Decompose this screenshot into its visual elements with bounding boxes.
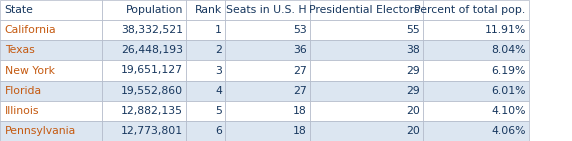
Bar [186, 0, 225, 20]
Bar [423, 0, 529, 20]
Text: 19,552,860: 19,552,860 [121, 86, 183, 96]
Bar [310, 60, 423, 81]
Bar [0, 0, 102, 20]
Text: 1: 1 [215, 25, 222, 35]
Text: 19,651,127: 19,651,127 [121, 66, 183, 75]
Text: 4.10%: 4.10% [491, 106, 526, 116]
Bar [225, 121, 310, 141]
Bar [423, 121, 529, 141]
Text: State: State [5, 5, 33, 15]
Bar [0, 101, 102, 121]
Text: 6: 6 [215, 126, 222, 136]
Text: Percent of total pop.: Percent of total pop. [415, 5, 526, 15]
Text: 55: 55 [406, 25, 420, 35]
Text: 11.91%: 11.91% [484, 25, 526, 35]
Bar [225, 60, 310, 81]
Bar [225, 81, 310, 101]
Bar [225, 20, 310, 40]
Text: 20: 20 [406, 106, 420, 116]
Bar [0, 81, 102, 101]
Bar [423, 101, 529, 121]
Bar [0, 20, 102, 40]
Bar [0, 40, 102, 60]
Bar [186, 60, 225, 81]
Text: 4.06%: 4.06% [491, 126, 526, 136]
Bar [310, 101, 423, 121]
Text: 27: 27 [293, 66, 307, 75]
Bar [186, 101, 225, 121]
Bar [225, 40, 310, 60]
Bar [102, 60, 186, 81]
Bar [0, 60, 102, 81]
Bar [310, 81, 423, 101]
Bar [186, 81, 225, 101]
Bar [423, 81, 529, 101]
Text: 29: 29 [406, 66, 420, 75]
Text: California: California [5, 25, 56, 35]
Bar [310, 20, 423, 40]
Bar [102, 0, 186, 20]
Text: 18: 18 [293, 106, 307, 116]
Text: 6.19%: 6.19% [491, 66, 526, 75]
Text: 20: 20 [406, 126, 420, 136]
Text: New York: New York [5, 66, 54, 75]
Text: 2: 2 [215, 45, 222, 55]
Bar [102, 81, 186, 101]
Text: 12,882,135: 12,882,135 [121, 106, 183, 116]
Bar [102, 101, 186, 121]
Bar [423, 20, 529, 40]
Text: 8.04%: 8.04% [491, 45, 526, 55]
Text: Rank: Rank [194, 5, 222, 15]
Text: 3: 3 [215, 66, 222, 75]
Text: Texas: Texas [5, 45, 34, 55]
Text: 12,773,801: 12,773,801 [121, 126, 183, 136]
Text: 18: 18 [293, 126, 307, 136]
Bar [102, 20, 186, 40]
Bar [186, 40, 225, 60]
Bar [102, 121, 186, 141]
Text: Presidential Electors: Presidential Electors [309, 5, 420, 15]
Text: 6.01%: 6.01% [491, 86, 526, 96]
Text: 26,448,193: 26,448,193 [121, 45, 183, 55]
Text: 5: 5 [215, 106, 222, 116]
Bar [423, 40, 529, 60]
Text: Seats in U.S. H: Seats in U.S. H [226, 5, 307, 15]
Bar [310, 40, 423, 60]
Bar [310, 121, 423, 141]
Text: Pennsylvania: Pennsylvania [5, 126, 76, 136]
Bar [423, 60, 529, 81]
Bar [102, 40, 186, 60]
Text: Illinois: Illinois [5, 106, 39, 116]
Bar [225, 101, 310, 121]
Text: 36: 36 [293, 45, 307, 55]
Text: 4: 4 [215, 86, 222, 96]
Text: 38: 38 [406, 45, 420, 55]
Bar [186, 20, 225, 40]
Text: 27: 27 [293, 86, 307, 96]
Text: Florida: Florida [5, 86, 42, 96]
Bar [310, 0, 423, 20]
Text: 38,332,521: 38,332,521 [121, 25, 183, 35]
Text: 29: 29 [406, 86, 420, 96]
Bar [0, 121, 102, 141]
Bar [186, 121, 225, 141]
Text: Population: Population [126, 5, 183, 15]
Text: 53: 53 [293, 25, 307, 35]
Bar [225, 0, 310, 20]
